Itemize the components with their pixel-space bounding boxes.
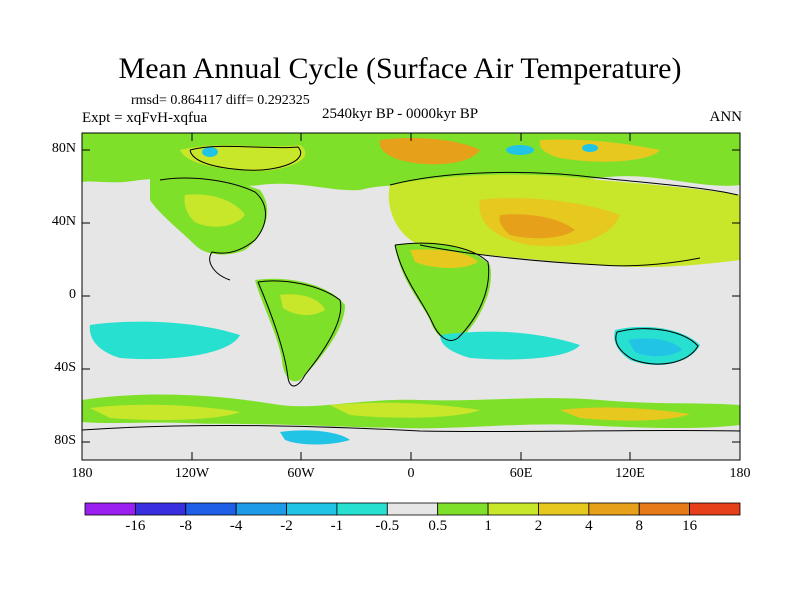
colorbar-label: 2 — [534, 518, 543, 534]
period-label: 2540kyr BP - 0000kyr BP — [322, 106, 479, 122]
lat-label-80s: 80S — [54, 433, 76, 448]
lat-label-0: 0 — [69, 287, 76, 302]
experiment-label: Expt = xqFvH-xqfua — [82, 110, 208, 126]
colorbar-label: -4 — [229, 518, 243, 534]
southern-ocean-yellow-w — [90, 404, 240, 420]
colorbar-label: -16 — [125, 518, 146, 534]
colorbar-swatch — [638, 502, 691, 516]
lat-label-40s: 40S — [54, 360, 76, 375]
colorbar-swatch — [689, 502, 741, 516]
colorbar-label: 1 — [484, 518, 492, 534]
colorbar-swatch — [336, 502, 388, 516]
colorbar-swatch — [386, 502, 439, 516]
amazon-yellow — [280, 294, 325, 316]
lon-label-60e: 60E — [509, 466, 533, 481]
southern-ocean-gold-e — [560, 407, 690, 421]
lon-label-180w: 180 — [71, 466, 93, 481]
arctic-blue-patch-3 — [582, 144, 598, 152]
colorbar-label: -0.5 — [375, 518, 400, 534]
colorbar-swatch — [134, 502, 187, 516]
colorbar-swatch — [538, 502, 590, 516]
colorbar-label: -2 — [280, 518, 293, 534]
indian-ocean-cyan — [440, 331, 580, 360]
colorbar-swatch — [588, 502, 640, 516]
southern-ocean-yellow-c — [330, 402, 480, 418]
sahara-gold — [410, 249, 478, 268]
lat-label-80n: 80N — [51, 141, 76, 156]
lat-label-40n: 40N — [51, 214, 76, 229]
lon-label-120w: 120W — [174, 466, 210, 481]
colorbar-label: -1 — [330, 518, 344, 534]
colorbar-label: -8 — [179, 518, 193, 534]
lon-label-60w: 60W — [287, 466, 315, 481]
coast-greenland — [189, 145, 301, 171]
arctic-blue-patch-1 — [202, 147, 218, 157]
south-america-green — [255, 278, 345, 382]
season-label: ANN — [709, 109, 743, 125]
coast-australia — [615, 328, 699, 365]
south-pacific-cyan — [89, 321, 240, 360]
chart-title: Mean Annual Cycle (Surface Air Temperatu… — [118, 52, 682, 85]
map-field — [82, 133, 740, 460]
lon-label-0: 0 — [407, 466, 415, 481]
lon-ticks — [81, 133, 741, 460]
colorbar-swatch — [84, 502, 136, 516]
coast-africa — [394, 242, 490, 341]
australia-blue — [628, 338, 682, 357]
lon-label-120e: 120E — [615, 466, 645, 481]
siberia-gold-patch — [539, 139, 660, 162]
arctic-orange-patch — [379, 138, 480, 165]
africa-green — [395, 243, 491, 342]
coast-south-america — [257, 280, 342, 387]
coast-eurasia-south — [419, 244, 701, 267]
rmsd-diff-stats: rmsd= 0.864117 diff= 0.292325 — [131, 93, 310, 108]
colorbar-swatch — [235, 502, 287, 516]
antarctica-region — [82, 423, 740, 460]
coast-north-america — [159, 177, 266, 281]
colorbar-swatch — [487, 502, 539, 516]
colorbar-label: 4 — [585, 518, 593, 534]
colorbar-swatch — [437, 502, 489, 516]
colorbar-label: 8 — [635, 518, 643, 534]
arctic-blue-patch-2 — [506, 145, 534, 155]
coast-eurasia-north — [389, 171, 739, 196]
colorbar-label: 16 — [682, 518, 698, 534]
lat-ticks — [82, 149, 740, 443]
coastlines — [82, 145, 740, 433]
central-asia-orange — [499, 214, 575, 239]
colorbar-swatch — [286, 502, 338, 516]
colorbar-swatch — [185, 502, 237, 516]
colorbar-label: 0.5 — [428, 518, 448, 534]
coast-antarctica — [82, 424, 740, 433]
north-america-yellow — [184, 194, 245, 227]
colorbar — [84, 502, 741, 516]
lon-label-180e: 180 — [729, 466, 751, 481]
antarctica-blue-patch — [280, 430, 350, 445]
